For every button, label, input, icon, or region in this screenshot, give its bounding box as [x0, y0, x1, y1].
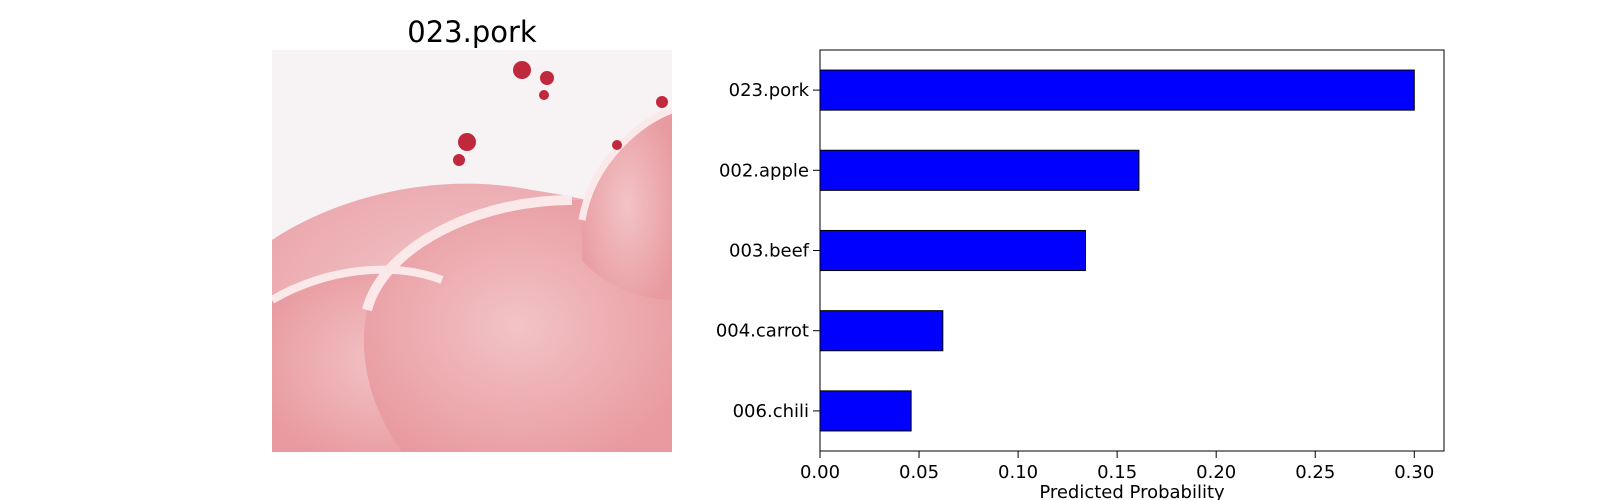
x-tick-label: 0.05 — [899, 462, 939, 483]
x-tick-label: 0.25 — [1295, 462, 1335, 483]
bar-004.carrot — [819, 310, 944, 352]
x-tick-label: 0.00 — [800, 462, 840, 483]
x-axis-label: Predicted Probability — [1039, 482, 1225, 500]
x-tick-label: 0.20 — [1196, 462, 1236, 483]
bar-023.pork — [819, 69, 1415, 111]
bar-006.chili — [819, 390, 912, 432]
x-tick-label: 0.10 — [998, 462, 1038, 483]
y-tick-label: 003.beef — [729, 241, 810, 262]
bar-002.apple — [819, 149, 1140, 191]
y-tick-label: 023.pork — [729, 80, 810, 101]
y-tick-label: 004.carrot — [716, 321, 809, 342]
plot-frame — [819, 49, 1445, 452]
x-tick-label: 0.15 — [1097, 462, 1137, 483]
y-tick-label: 006.chili — [733, 401, 809, 422]
bar-003.beef — [819, 229, 1086, 272]
x-tick-label: 0.30 — [1394, 462, 1434, 483]
food-photo — [272, 50, 672, 452]
y-tick-label: 002.apple — [719, 160, 809, 181]
image-title: 023.pork — [407, 15, 537, 49]
